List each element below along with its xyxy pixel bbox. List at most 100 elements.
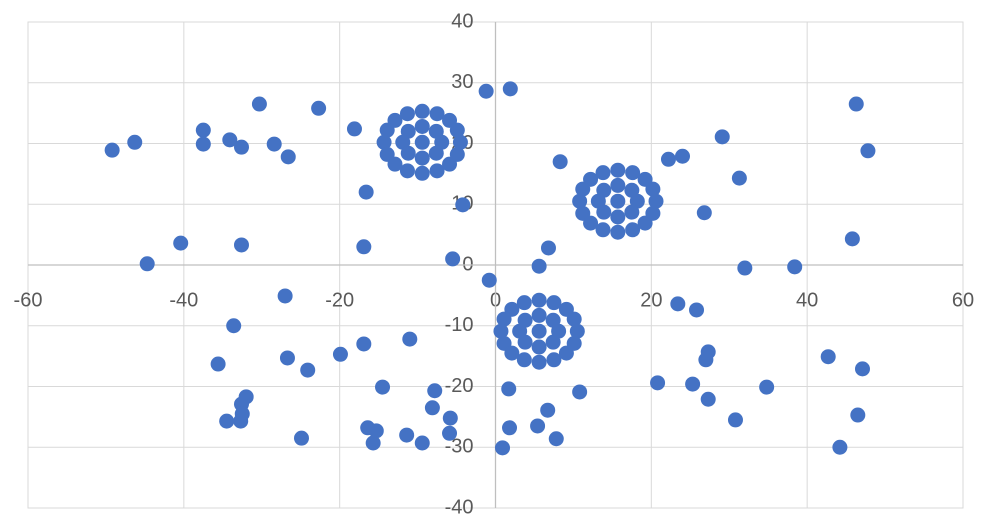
point	[501, 381, 517, 397]
point	[675, 148, 690, 164]
x-tick-label: 20	[640, 289, 662, 311]
point	[399, 163, 415, 179]
y-tick-label: -40	[445, 496, 474, 518]
x-tick-label: 60	[952, 289, 974, 311]
point	[860, 143, 876, 159]
point	[414, 150, 430, 166]
point	[277, 288, 293, 304]
point	[625, 222, 641, 238]
point	[650, 375, 666, 391]
y-tick-label: 30	[451, 71, 473, 93]
point	[496, 311, 512, 327]
point	[583, 215, 599, 231]
point	[531, 354, 547, 370]
point	[127, 134, 143, 150]
point	[595, 222, 611, 238]
point	[552, 154, 568, 170]
point	[689, 302, 705, 318]
point	[540, 402, 556, 418]
point	[854, 361, 870, 377]
point	[376, 134, 392, 150]
point	[449, 146, 465, 162]
point	[424, 400, 440, 416]
point	[233, 139, 249, 155]
point	[731, 170, 747, 186]
point	[531, 258, 547, 274]
y-tick-label: -10	[445, 314, 474, 336]
point	[428, 145, 444, 161]
point	[139, 256, 155, 272]
point	[280, 149, 296, 165]
point	[387, 156, 403, 172]
point	[452, 134, 468, 150]
point	[368, 423, 384, 439]
point	[173, 235, 189, 251]
point	[727, 412, 743, 428]
point	[610, 162, 626, 178]
point	[660, 151, 676, 167]
point	[787, 259, 803, 275]
point	[558, 301, 574, 317]
point	[670, 296, 686, 312]
point	[293, 430, 309, 446]
point	[402, 331, 418, 347]
point	[832, 439, 848, 455]
point	[572, 193, 588, 209]
point	[575, 181, 591, 197]
point	[517, 334, 533, 350]
point	[696, 205, 712, 221]
point	[531, 307, 547, 323]
point	[356, 336, 372, 352]
point	[531, 292, 547, 308]
x-tick-label: 40	[796, 289, 818, 311]
point	[502, 81, 518, 97]
point	[311, 100, 327, 116]
point	[714, 129, 730, 145]
point	[356, 239, 372, 255]
point	[442, 425, 458, 441]
point	[546, 352, 562, 368]
point	[400, 145, 416, 161]
point	[429, 163, 445, 179]
point	[596, 204, 612, 220]
point	[572, 384, 588, 400]
point	[610, 177, 626, 193]
point	[233, 413, 249, 429]
point	[516, 352, 532, 368]
point	[548, 431, 564, 447]
x-tick-label: -20	[325, 289, 354, 311]
point	[222, 132, 238, 148]
point	[625, 165, 641, 181]
point	[759, 379, 775, 395]
point	[332, 346, 348, 362]
point	[279, 350, 295, 366]
point	[595, 165, 611, 181]
point	[233, 237, 249, 253]
point	[399, 427, 415, 443]
point	[844, 231, 860, 247]
point	[637, 171, 653, 187]
point	[545, 312, 561, 328]
point	[530, 418, 546, 434]
point	[379, 122, 395, 138]
point	[195, 122, 211, 138]
point	[414, 165, 430, 181]
point	[610, 193, 626, 209]
point	[516, 295, 532, 311]
point	[685, 376, 701, 392]
point	[495, 440, 511, 456]
point	[624, 182, 640, 198]
point	[414, 103, 430, 119]
point	[566, 335, 582, 351]
y-tick-label: -20	[445, 375, 474, 397]
x-tick-label: -60	[14, 289, 43, 311]
y-tick-label: 40	[451, 10, 473, 32]
point	[358, 184, 374, 200]
point	[399, 106, 415, 122]
point	[210, 356, 226, 372]
point	[346, 121, 362, 137]
y-tick-label: -30	[445, 436, 474, 458]
point	[504, 345, 520, 361]
point	[531, 339, 547, 355]
